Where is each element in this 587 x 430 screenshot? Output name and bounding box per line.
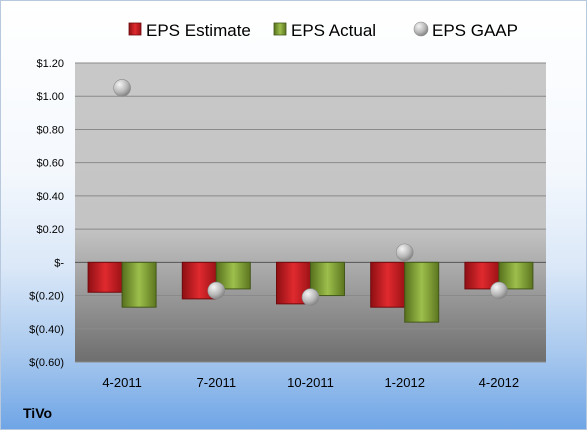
legend-label: EPS Estimate — [146, 21, 251, 40]
company-label: TiVo — [23, 405, 53, 421]
point-eps-gaap — [395, 243, 414, 262]
point-eps-gaap — [113, 79, 131, 97]
point-eps-gaap — [490, 281, 508, 300]
y-tick-label: $(0.60) — [29, 357, 64, 369]
y-tick-label: $0.60 — [36, 158, 64, 170]
point-eps-gaap — [207, 281, 226, 300]
bar-eps-actual — [121, 261, 157, 308]
bar-eps-actual — [310, 261, 345, 297]
legend-marker-eps-actual — [273, 22, 287, 36]
legend-marker-eps-gaap — [413, 21, 429, 37]
x-category-label: 4-2012 — [479, 375, 519, 390]
y-tick-label: $1.00 — [36, 91, 64, 103]
x-category-label: 10-2011 — [287, 375, 334, 390]
y-tick-label: $1.20 — [36, 58, 64, 70]
point-eps-gaap — [301, 288, 320, 307]
x-category-label: 7-2011 — [197, 375, 237, 390]
x-category-label: 1-2012 — [384, 375, 424, 390]
plot-area — [75, 63, 546, 362]
y-tick-label: $- — [54, 257, 64, 269]
legend-marker-eps-estimate — [128, 22, 142, 36]
legend-label: EPS Actual — [291, 21, 376, 40]
legend-label: EPS GAAP — [432, 21, 518, 40]
bar-eps-actual — [404, 261, 440, 323]
y-tick-label: $0.40 — [36, 191, 64, 203]
bar-eps-estimate — [87, 261, 123, 293]
bar-eps-estimate — [370, 261, 406, 308]
y-tick-label: $0.80 — [36, 124, 64, 136]
y-tick-label: $(0.20) — [29, 291, 64, 303]
y-tick-label: $0.20 — [36, 224, 64, 236]
x-category-label: 4-2011 — [102, 375, 142, 390]
bar-eps-actual — [215, 261, 251, 290]
y-tick-label: $(0.40) — [29, 324, 64, 336]
